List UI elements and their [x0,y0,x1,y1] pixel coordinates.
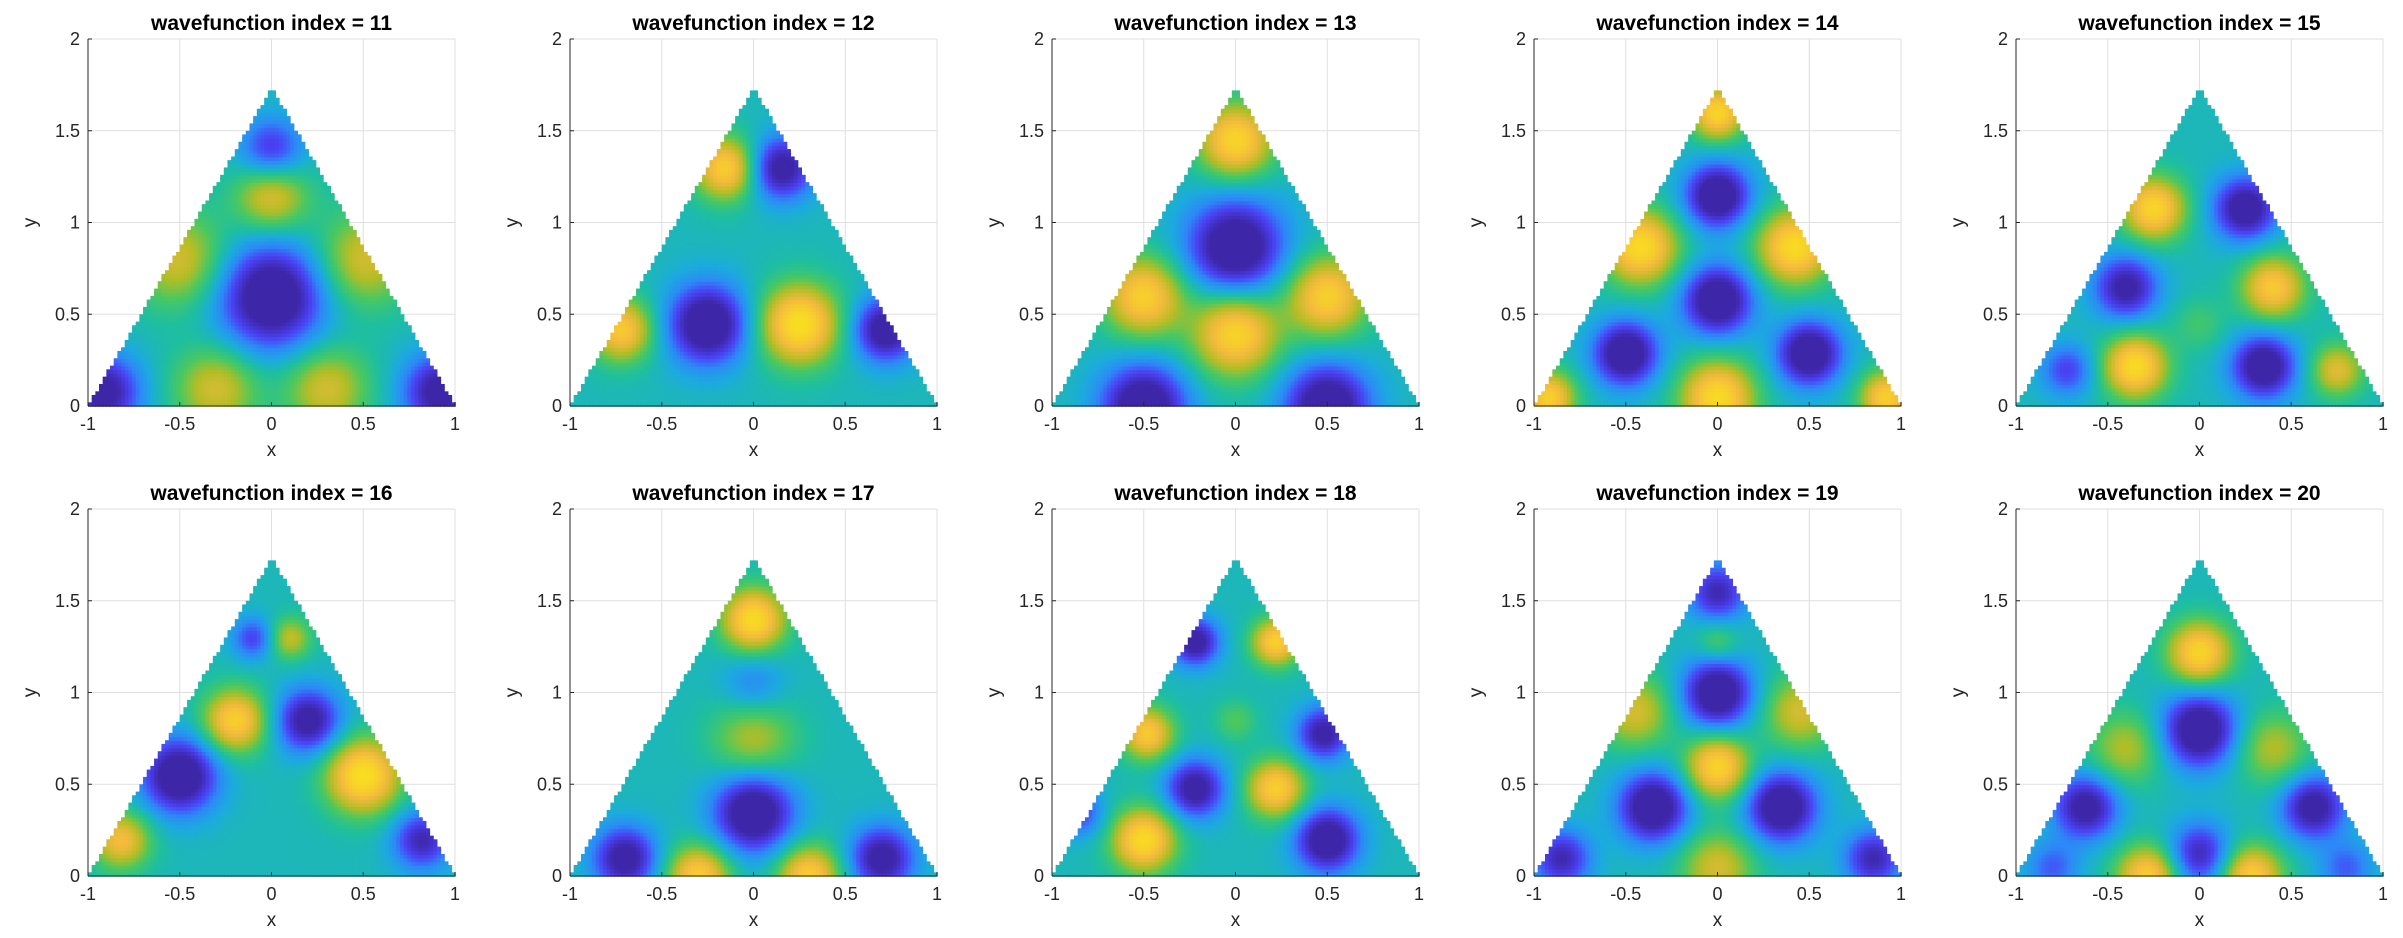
subplot-1: -1 -0.5 0 0.5 100.511.52xywavefunction index… [20,12,460,461]
